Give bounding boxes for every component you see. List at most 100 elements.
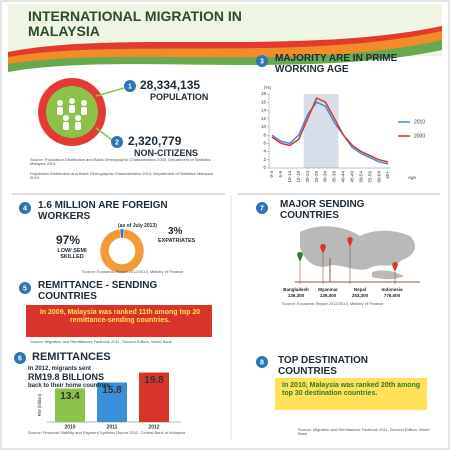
pin — [347, 236, 353, 247]
x-tick-label: 20-24 — [305, 171, 310, 183]
country-value: 136,300 — [288, 293, 305, 298]
country-name: Nepal — [354, 287, 366, 292]
x-tick-label: 2012 — [148, 424, 159, 430]
y-tick-label: 2 — [263, 157, 266, 162]
x-tick-label: 30-34 — [323, 171, 328, 183]
badge-number: 1 — [128, 83, 132, 90]
people-icon — [57, 98, 87, 130]
y-tick-label: 14 — [261, 108, 267, 113]
header-wave-red — [8, 26, 442, 57]
map-island — [372, 270, 404, 280]
badge — [256, 202, 268, 214]
bar — [139, 372, 169, 422]
line-series — [271, 101, 389, 165]
source: Source: Economic Report 2012/2013, Minis… — [82, 269, 184, 274]
page-title: INTERNATIONAL MIGRATION IN MALAYSIA — [28, 8, 242, 40]
highlight-box — [275, 378, 427, 410]
x-axis-label: Age — [408, 175, 417, 180]
y-tick-label: 0 — [263, 165, 266, 170]
donut-segment — [119, 228, 125, 239]
note: (as of July 2013) — [118, 223, 157, 229]
y-tick-label: 4 — [263, 149, 266, 154]
y-axis-label: RM (billion) — [37, 393, 42, 416]
source: Source: Migration and Remittances Factbo… — [30, 339, 172, 344]
badge-number: 6 — [18, 355, 22, 362]
value-label: 97% — [56, 233, 81, 247]
population-value: 28,334,135 — [140, 78, 201, 92]
y-tick-label: 16 — [261, 99, 267, 104]
x-tick-label: 40-44 — [341, 171, 346, 183]
section-title: 1.6 MILLION ARE FOREIGN WORKERS — [38, 200, 168, 222]
country-value: 253,300 — [352, 293, 369, 298]
badge-number: 2 — [115, 139, 119, 146]
country-name: Myanmar — [318, 287, 338, 292]
badge-number: 5 — [23, 285, 27, 292]
x-tick-label: 55-59 — [367, 171, 372, 183]
non-citizens-label: NON-CITIZENS — [134, 148, 198, 158]
badge-number: 4 — [23, 205, 27, 212]
highlight — [303, 94, 339, 168]
pin — [297, 251, 303, 262]
y-tick-label: 10 — [261, 124, 267, 129]
highlight-box — [26, 305, 212, 337]
badge-number: 8 — [260, 359, 264, 366]
source: Source: Economic Report 2012/2013, Minis… — [282, 301, 384, 306]
y-axis-label: (%) — [264, 85, 271, 90]
y-tick-label: 6 — [263, 141, 266, 146]
text: In 2012, migrants sent — [28, 366, 92, 372]
y-tick-label: 12 — [261, 116, 267, 121]
badge — [14, 352, 26, 364]
badge — [19, 282, 31, 294]
section-title: MAJOR SENDING COUNTRIES — [280, 199, 365, 221]
country-value: 776,000 — [384, 293, 401, 298]
category-label: EXPATRIATES — [158, 238, 196, 244]
legend-label: 2000 — [414, 133, 425, 139]
x-tick-label: 45-49 — [349, 171, 354, 183]
y-tick-label: 8 — [263, 132, 266, 137]
x-tick-label: 15-19 — [296, 171, 301, 183]
line-series — [271, 97, 389, 163]
pin — [320, 243, 326, 254]
donut-segment — [99, 228, 145, 274]
section-title: TOP DESTINATION COUNTRIES — [278, 355, 369, 377]
highlight-text: In 2010, Malaysia was ranked 20th among … — [282, 382, 421, 397]
value-label: 13.4 — [60, 391, 80, 402]
text: back to their home countries — [28, 383, 111, 389]
country-value: 139,300 — [320, 293, 337, 298]
badge — [256, 356, 268, 368]
section-title: REMITTANCE - SENDING COUNTRIES — [38, 280, 158, 302]
country-name: Bangladesh — [283, 287, 309, 292]
x-tick-label: 5-9 — [278, 171, 283, 178]
x-tick-label: 35-39 — [332, 171, 337, 183]
badge — [124, 80, 136, 92]
x-tick-label: 10-14 — [287, 171, 292, 183]
x-tick-label: 60-64 — [376, 171, 381, 183]
section-title: REMITTANCES — [32, 351, 111, 363]
badge — [111, 136, 123, 148]
non-citizens-value: 2,320,779 — [128, 134, 182, 148]
highlight-text: In 2009, Malaysia was ranked 11th among … — [39, 309, 201, 324]
map-line — [295, 258, 420, 283]
badge-number: 3 — [260, 58, 264, 65]
country-name: Indonesia — [381, 287, 403, 292]
source: Source: Migration and Remittances Factbo… — [298, 427, 430, 437]
section-title: MAJORITY ARE IN PRIME WORKING AGE — [275, 53, 398, 75]
badge — [19, 202, 31, 214]
x-tick-label: 2011 — [107, 424, 118, 430]
x-tick-label: 50-54 — [358, 171, 363, 183]
badge-number: 7 — [260, 205, 264, 212]
value-label: 15.8 — [102, 385, 122, 396]
legend-label: 2010 — [414, 119, 425, 125]
bar — [55, 388, 85, 422]
map — [300, 226, 416, 270]
source: Source: Financial Stability and Payment … — [28, 430, 185, 435]
x-tick-label: 0-4 — [269, 171, 274, 178]
category-label: LOW/ SEMI SKILLED — [57, 248, 87, 261]
x-tick-label: 65+ — [385, 171, 390, 179]
source: Source: Population Distribution and Basi… — [30, 157, 211, 167]
amount: RM19.8 BILLIONS — [28, 372, 105, 382]
badge — [256, 55, 268, 67]
